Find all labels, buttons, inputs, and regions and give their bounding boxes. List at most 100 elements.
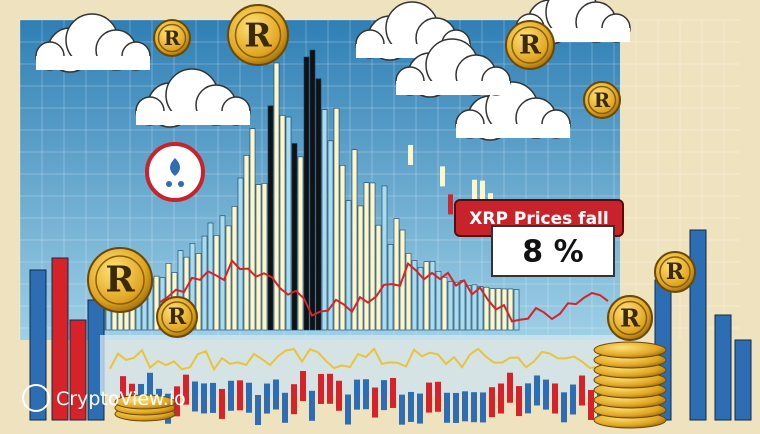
spike bbox=[483, 286, 490, 331]
spike bbox=[153, 275, 160, 331]
bottom-bar bbox=[309, 390, 315, 421]
spike bbox=[297, 156, 304, 331]
coin-rim bbox=[95, 255, 145, 305]
bottom-bar bbox=[264, 383, 270, 414]
spike bbox=[303, 56, 310, 331]
spike bbox=[213, 235, 220, 331]
spike bbox=[273, 62, 280, 331]
spike bbox=[477, 286, 484, 331]
bottom-bar bbox=[579, 375, 585, 406]
spike bbox=[309, 49, 316, 331]
coin bbox=[583, 81, 621, 119]
bottom-bar bbox=[426, 382, 432, 413]
spike bbox=[225, 225, 232, 331]
candle bbox=[448, 194, 453, 215]
spike bbox=[279, 115, 286, 331]
bottom-bar bbox=[183, 374, 189, 405]
spike bbox=[285, 116, 292, 331]
coin-rim bbox=[234, 11, 282, 59]
spike bbox=[429, 260, 436, 331]
bottom-bar bbox=[210, 382, 216, 413]
volume-line bbox=[109, 347, 615, 372]
coin-rim bbox=[659, 256, 691, 288]
bottom-bar bbox=[480, 392, 486, 423]
bottom-bar bbox=[534, 375, 540, 406]
bottom-bar bbox=[471, 392, 477, 423]
bottom-bar bbox=[237, 380, 243, 411]
bottom-bar bbox=[561, 392, 567, 423]
spike bbox=[387, 244, 394, 331]
coin bbox=[505, 20, 555, 70]
bars bbox=[29, 49, 752, 421]
bottom-bar bbox=[435, 381, 441, 412]
bottom-bar bbox=[255, 394, 261, 425]
side-bar bbox=[714, 314, 732, 421]
spike bbox=[291, 143, 298, 331]
coin-letter: R bbox=[244, 16, 272, 55]
spike bbox=[465, 285, 472, 331]
coin-rim bbox=[157, 23, 187, 53]
spike bbox=[381, 185, 388, 331]
bottom-bar bbox=[246, 382, 252, 413]
coin-stack bbox=[114, 394, 176, 410]
spike bbox=[441, 276, 448, 331]
bottom-bar bbox=[507, 372, 513, 403]
bottom-bar bbox=[417, 393, 423, 424]
coin-letter: R bbox=[594, 88, 611, 112]
bottom-bar bbox=[147, 372, 153, 403]
bottom-bar bbox=[570, 384, 576, 415]
coin-letter: R bbox=[105, 260, 135, 301]
bottom-bar bbox=[120, 376, 126, 407]
bottom-bar bbox=[363, 379, 369, 410]
bottom-bar bbox=[354, 379, 360, 410]
coin-rim bbox=[612, 300, 648, 336]
spike bbox=[489, 288, 496, 331]
bottom-bar bbox=[327, 373, 333, 404]
candle bbox=[480, 180, 485, 201]
bottom-bar bbox=[489, 387, 495, 418]
callout-title: XRP Prices fall bbox=[469, 209, 608, 229]
spike bbox=[513, 289, 520, 331]
bottom-bar bbox=[525, 383, 531, 414]
spike bbox=[267, 105, 274, 331]
spike bbox=[261, 183, 268, 331]
spike bbox=[249, 128, 256, 331]
coin bbox=[153, 19, 191, 57]
spike bbox=[327, 140, 334, 331]
bottom-bar bbox=[444, 392, 450, 423]
spike bbox=[255, 184, 262, 331]
cloud-base bbox=[456, 124, 570, 138]
watermark-text: CryptoView.io bbox=[56, 388, 186, 410]
spike bbox=[393, 218, 400, 331]
coin-rim bbox=[511, 26, 549, 64]
callout: XRP Prices fall 8 % bbox=[454, 199, 624, 277]
bottom-bar bbox=[318, 373, 324, 404]
coin-letter: R bbox=[620, 304, 641, 333]
cloud-base bbox=[396, 81, 510, 95]
coin bbox=[156, 296, 198, 338]
spike bbox=[423, 261, 430, 331]
bottom-bar bbox=[498, 383, 504, 414]
spike bbox=[363, 182, 370, 331]
bottom-bar bbox=[588, 389, 594, 420]
bottom-bar bbox=[390, 377, 396, 408]
spike bbox=[321, 109, 328, 331]
coin bbox=[87, 247, 153, 313]
candle bbox=[408, 144, 413, 165]
spike bbox=[369, 182, 376, 331]
spike bbox=[435, 271, 442, 331]
side-bar bbox=[51, 257, 69, 421]
bottom-bar bbox=[300, 370, 306, 401]
bottom-bar bbox=[552, 383, 558, 414]
coin-letter: R bbox=[168, 304, 187, 330]
spike bbox=[231, 206, 238, 331]
spike bbox=[219, 215, 226, 331]
coin-rim bbox=[587, 85, 617, 115]
bottom-bar bbox=[174, 386, 180, 417]
bottom-bar bbox=[372, 387, 378, 418]
bottom-bar bbox=[273, 379, 279, 410]
price-line bbox=[159, 258, 609, 323]
spike bbox=[453, 281, 460, 331]
bottom-bar bbox=[381, 380, 387, 411]
